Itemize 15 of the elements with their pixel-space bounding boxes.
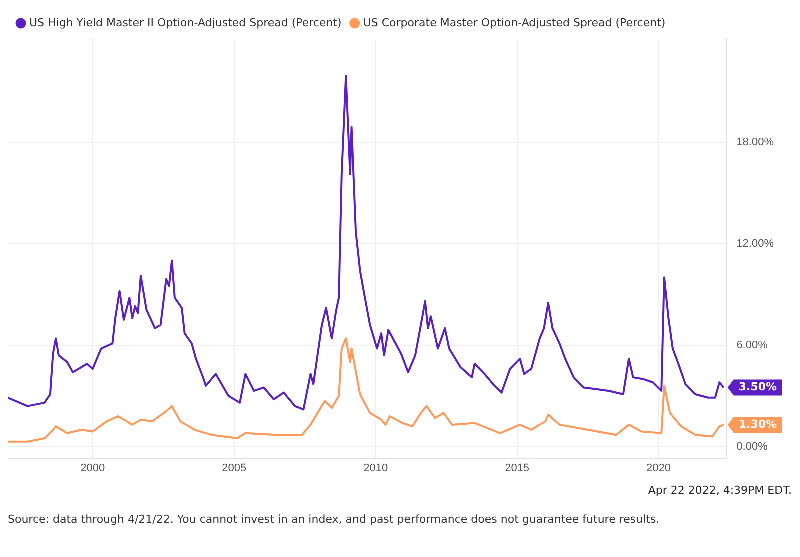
- y-tick-label: 12.00%: [736, 238, 774, 250]
- x-tick-label: 2010: [364, 462, 388, 474]
- y-tick-label: 18.00%: [736, 136, 774, 148]
- annotation: 3.50%: [738, 380, 778, 394]
- x-tick-label: 2005: [222, 462, 247, 474]
- x-tick-label: 2000: [80, 462, 106, 474]
- x-tick-label: 2015: [505, 462, 530, 474]
- source-note: Source: data through 4/21/22. You cannot invest in an index, and past performance does not guarantee future results.: [8, 513, 661, 526]
- y-tick-label: 6.00%: [736, 339, 768, 352]
- legend-label: US Corporate Master Option-Adjusted Spread (Percent): [363, 16, 666, 30]
- text: Apr 22 2022, 4:39PM EDT.: [647, 484, 792, 497]
- annotation: 1.30%: [738, 418, 778, 431]
- x-tick-label: 2020: [646, 462, 672, 474]
- legend-label: US High Yield Master II Option-Adjusted Spread (Percent): [30, 16, 342, 30]
- y-tick-label: 0.00%: [736, 440, 768, 453]
